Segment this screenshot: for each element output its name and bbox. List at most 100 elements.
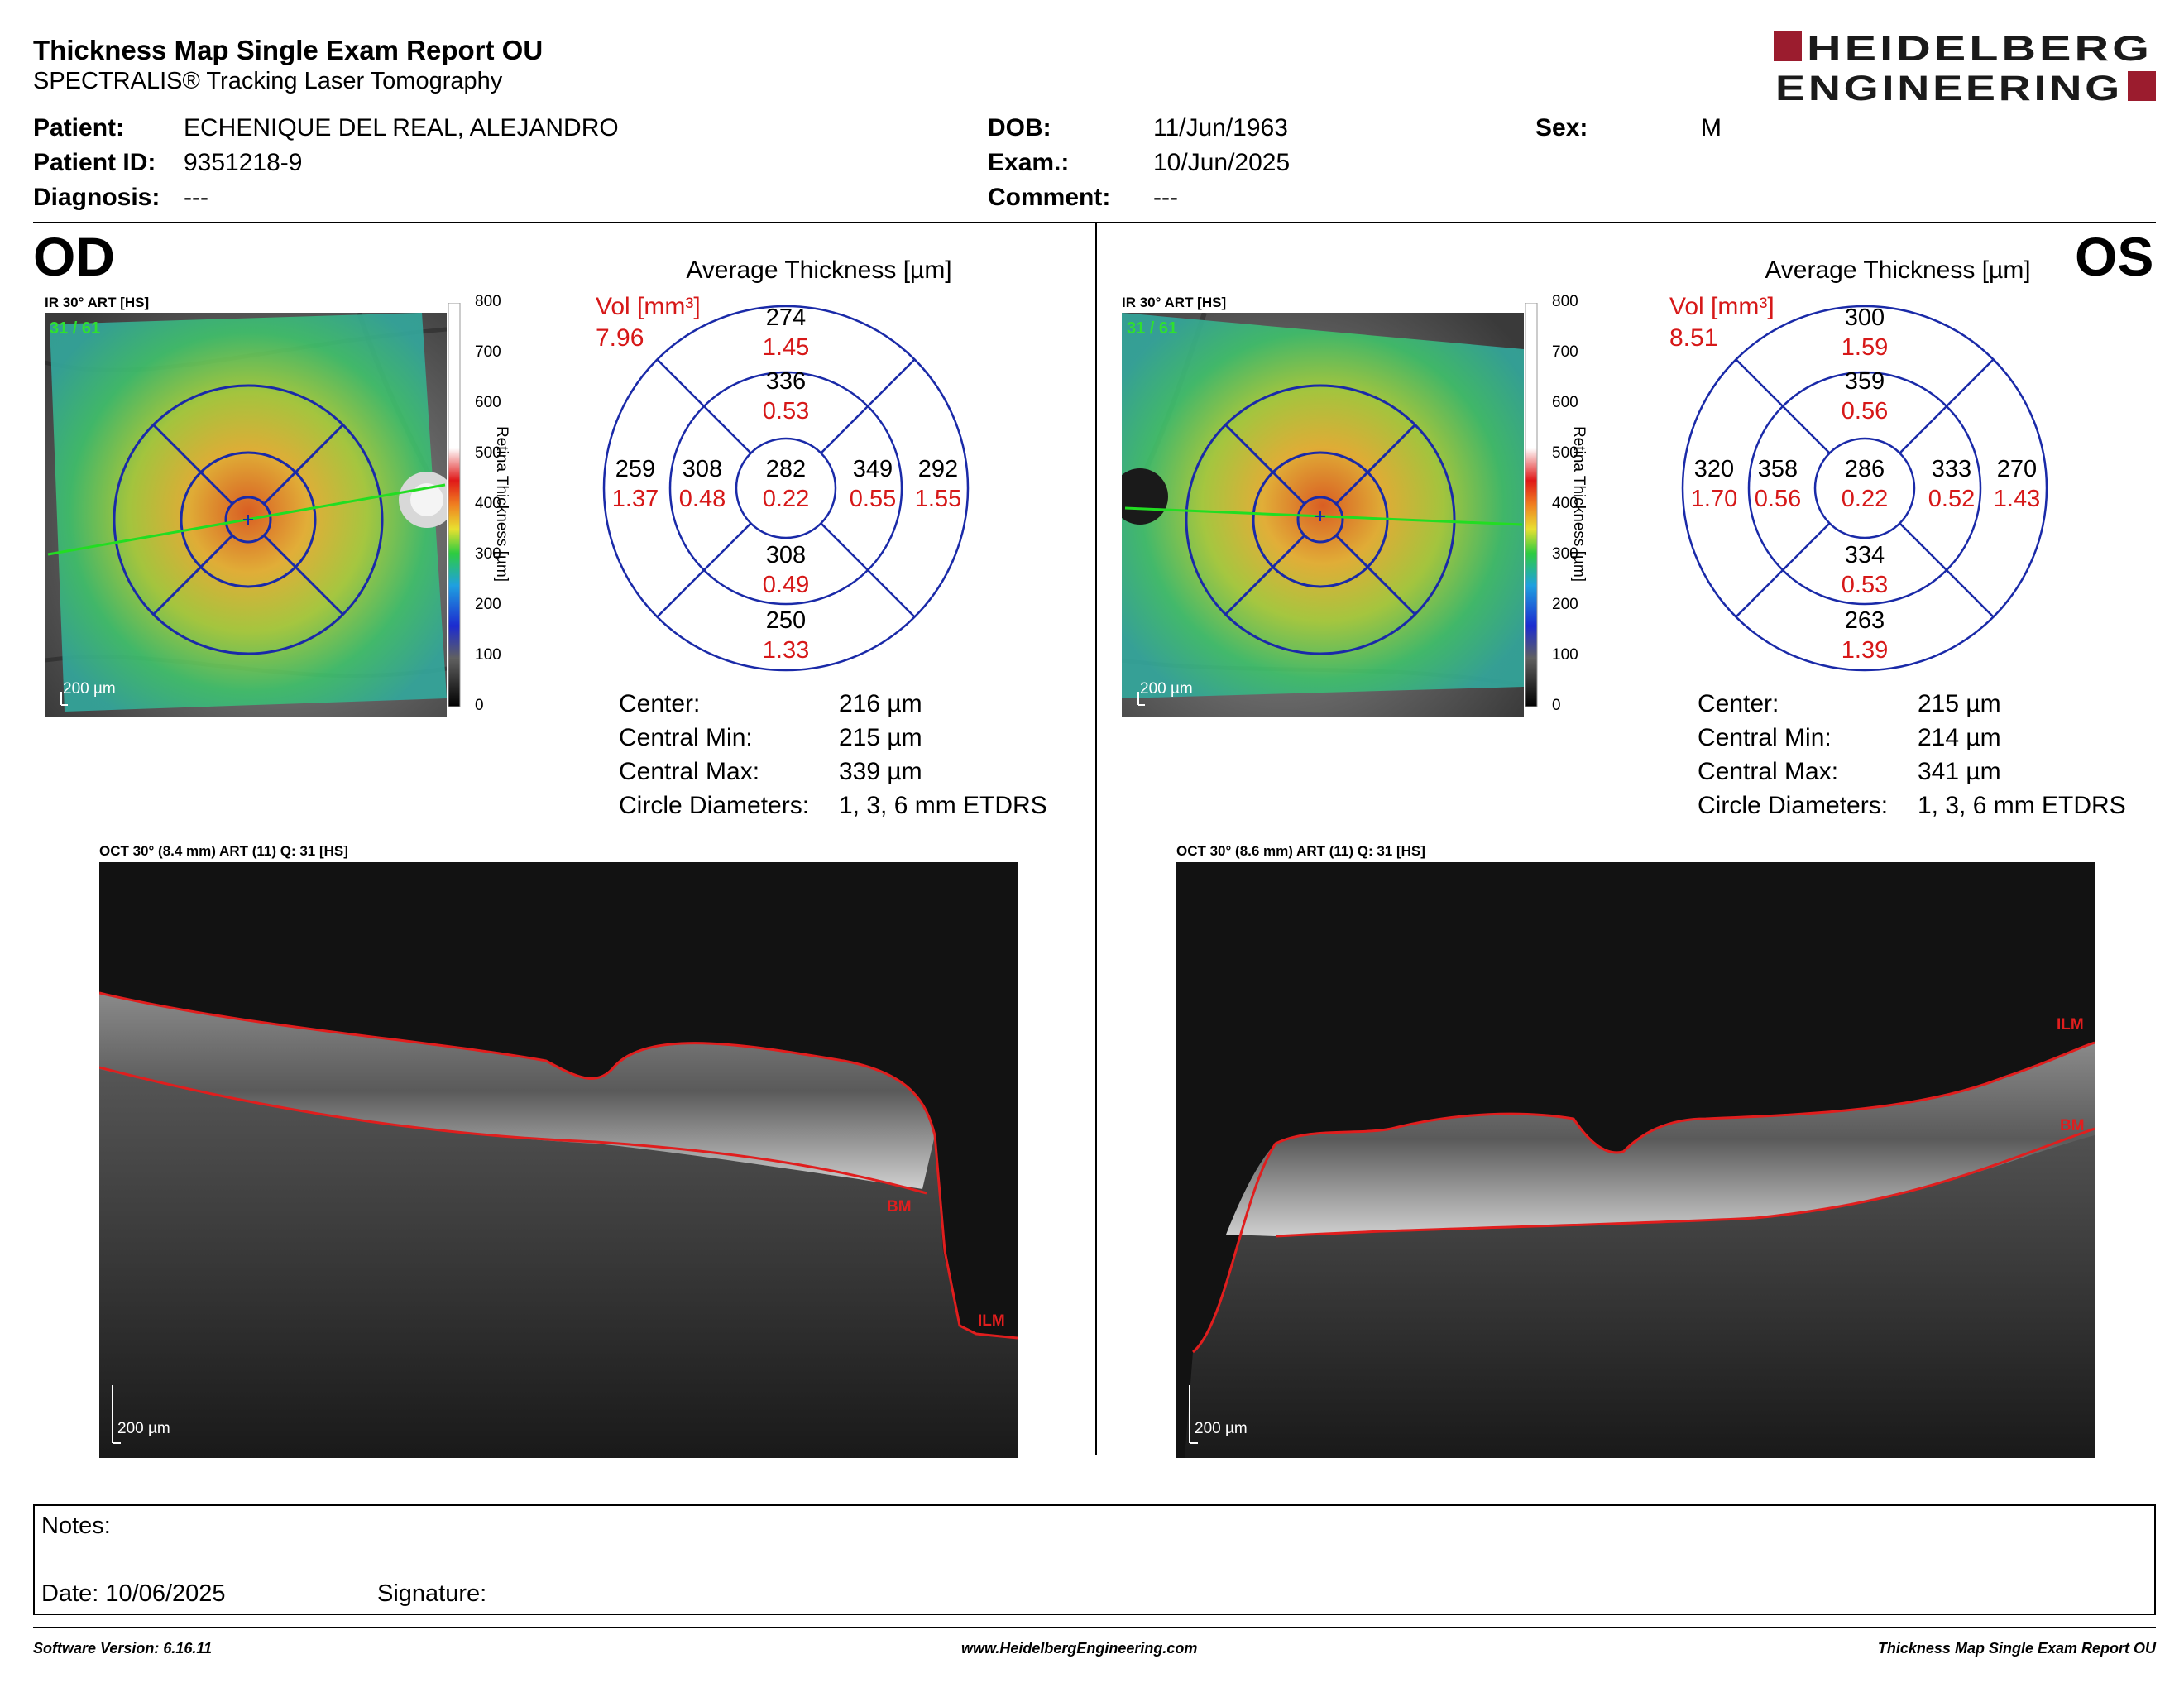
os-tick: 200 <box>1552 596 1578 613</box>
od-tick: 200 <box>475 596 501 613</box>
od-tick: 100 <box>475 646 501 664</box>
comment-value: --- <box>1153 184 1178 211</box>
os-outer-left-volume: 1.70 <box>1691 486 1737 512</box>
os-oct-scale: 200 µm <box>1195 1420 1248 1437</box>
od-oct-scale: 200 µm <box>117 1420 170 1437</box>
od-grid-title: Average Thickness [µm] <box>686 257 952 284</box>
od-ir-label: IR 30° ART [HS] <box>45 295 150 310</box>
date-label: Date: 10/06/2025 <box>41 1580 226 1607</box>
patient-id-value: 9351218-9 <box>184 149 303 176</box>
os-ir-scale: 200 µm <box>1140 680 1193 698</box>
os-tick: 500 <box>1552 444 1578 462</box>
os-central-min-label: Central Min: <box>1698 724 1832 751</box>
os-inner-bottom-volume: 0.53 <box>1842 572 1888 598</box>
od-tick: 600 <box>475 394 501 411</box>
od-inner-bottom-thickness: 308 <box>766 542 806 568</box>
os-tick: 0 <box>1552 697 1561 714</box>
od-tick: 700 <box>475 343 501 361</box>
patient-id-label: Patient ID: <box>33 149 156 176</box>
os-central-min-value: 214 µm <box>1918 724 2001 751</box>
os-eye-label: OS <box>2075 226 2154 287</box>
os-etdrs-grid: 300 1.59 359 0.56 320 1.70 358 0.56 286 … <box>1674 298 2055 679</box>
od-outer-right-volume: 1.55 <box>915 486 961 512</box>
od-etdrs-grid: 274 1.45 336 0.53 259 1.37 308 0.48 282 … <box>596 298 976 679</box>
od-ir-counter: 31 / 61 <box>50 319 101 338</box>
os-ir-counter: 31 / 61 <box>1127 319 1178 338</box>
os-tick: 600 <box>1552 394 1578 411</box>
od-vol-label: Vol [mm³] <box>596 293 701 320</box>
patient-label: Patient: <box>33 114 125 141</box>
os-ir-label: IR 30° ART [HS] <box>1122 295 1227 310</box>
center-divider <box>1095 223 1097 1455</box>
os-scale-ticks: 800 700 600 500 400 300 200 100 0 <box>1549 293 1615 723</box>
od-inner-top-thickness: 336 <box>766 368 806 395</box>
os-center-volume: 0.22 <box>1842 486 1888 512</box>
od-center-thickness: 282 <box>766 456 806 482</box>
os-grid-title: Average Thickness [µm] <box>1765 257 2031 284</box>
os-center-thickness: 286 <box>1845 456 1885 482</box>
os-central-max-value: 341 µm <box>1918 758 2001 785</box>
os-oct-label: OCT 30° (8.6 mm) ART (11) Q: 31 [HS] <box>1176 843 1425 859</box>
od-bm-tag: BM <box>887 1198 912 1216</box>
od-oct-bscan: BM ILM 200 µm <box>98 862 1018 1458</box>
od-outer-left-volume: 1.37 <box>612 486 659 512</box>
heidelberg-logo: HEIDELBERG ENGINEERING <box>1774 28 2158 108</box>
comment-label: Comment: <box>988 184 1111 211</box>
os-inner-right-thickness: 333 <box>1932 456 1971 482</box>
od-center-value: 216 µm <box>839 690 922 717</box>
od-outer-top-volume: 1.45 <box>763 334 809 361</box>
report-subtitle: SPECTRALIS® Tracking Laser Tomography <box>33 68 503 94</box>
diagnosis-label: Diagnosis: <box>33 184 160 211</box>
od-ir-scale: 200 µm <box>63 680 116 698</box>
os-circle-value: 1, 3, 6 mm ETDRS <box>1918 792 2126 819</box>
dob-label: DOB: <box>988 114 1051 141</box>
od-tick: 300 <box>475 545 501 563</box>
od-outer-top-thickness: 274 <box>766 305 806 331</box>
os-thickness-map: 31 / 61 200 µm <box>1112 312 1525 717</box>
os-outer-left-thickness: 320 <box>1694 456 1734 482</box>
os-inner-top-volume: 0.56 <box>1842 398 1888 424</box>
os-tick: 300 <box>1552 545 1578 563</box>
od-inner-right-volume: 0.55 <box>850 486 896 512</box>
os-inner-left-volume: 0.56 <box>1755 486 1801 512</box>
od-inner-top-volume: 0.53 <box>763 398 809 424</box>
os-vol-label: Vol [mm³] <box>1669 293 1774 320</box>
od-eye-label: OD <box>33 226 115 287</box>
exam-value: 10/Jun/2025 <box>1153 149 1291 176</box>
od-ilm-tag: ILM <box>978 1312 1005 1330</box>
od-inner-left-volume: 0.48 <box>679 486 726 512</box>
od-center-volume: 0.22 <box>763 486 809 512</box>
header-divider <box>33 222 2156 223</box>
od-central-min-label: Central Min: <box>619 724 753 751</box>
od-scale-axis-label: Retina Thickness [µm] <box>493 426 510 582</box>
od-outer-bottom-volume: 1.33 <box>763 637 809 664</box>
patient-name: ECHENIQUE DEL REAL, ALEJANDRO <box>184 114 619 141</box>
website-link[interactable]: www.HeidelbergEngineering.com <box>961 1640 1198 1657</box>
software-version: Software Version: 6.16.11 <box>33 1640 213 1657</box>
od-tick: 800 <box>475 293 501 310</box>
sex-value: M <box>1701 114 1722 141</box>
od-outer-left-thickness: 259 <box>615 456 655 482</box>
os-center-value: 215 µm <box>1918 690 2001 717</box>
od-vol-total: 7.96 <box>596 324 644 352</box>
os-central-max-label: Central Max: <box>1698 758 1839 785</box>
od-inner-right-thickness: 349 <box>853 456 893 482</box>
signature-label: Signature: <box>377 1580 487 1607</box>
os-tick: 800 <box>1552 293 1578 310</box>
os-outer-bottom-volume: 1.39 <box>1842 637 1888 664</box>
exam-label: Exam.: <box>988 149 1070 176</box>
notes-box[interactable]: Notes: Date: 10/06/2025 Signature: <box>33 1504 2156 1615</box>
od-thickness-map: 31 / 61 200 µm <box>44 312 455 717</box>
os-vol-total: 8.51 <box>1669 324 1718 352</box>
diagnosis-value: --- <box>184 184 208 211</box>
od-tick: 500 <box>475 444 501 462</box>
notes-label: Notes: <box>41 1513 111 1539</box>
os-tick: 400 <box>1552 495 1578 512</box>
os-oct-bscan: ILM BM 200 µm <box>1176 862 2095 1458</box>
od-inner-left-thickness: 308 <box>682 456 722 482</box>
od-color-scale <box>448 302 523 717</box>
os-tick: 700 <box>1552 343 1578 361</box>
od-tick: 0 <box>475 697 484 714</box>
os-bm-tag: BM <box>2060 1117 2085 1134</box>
os-inner-left-thickness: 358 <box>1758 456 1798 482</box>
